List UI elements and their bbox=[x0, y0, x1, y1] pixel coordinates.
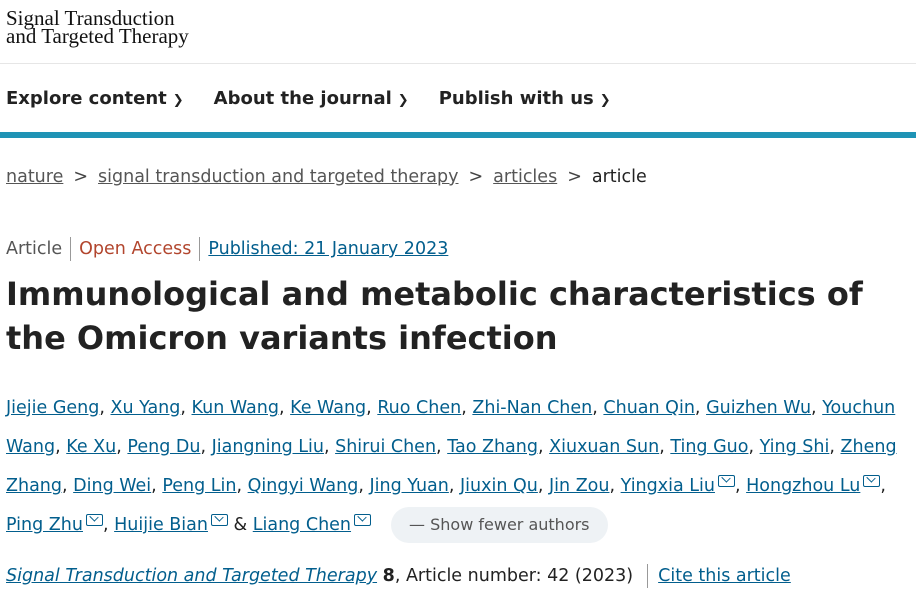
nav-label: Publish with us bbox=[438, 88, 594, 109]
author-link[interactable]: Huijie Bian bbox=[114, 515, 208, 535]
breadcrumb-articles[interactable]: articles bbox=[493, 167, 558, 187]
nav-label: Explore content bbox=[6, 88, 167, 109]
author-link[interactable]: Guizhen Wu bbox=[706, 398, 812, 418]
nav-about-journal[interactable]: About the journal ❯ bbox=[214, 88, 409, 109]
chevron-down-icon: ❯ bbox=[172, 93, 184, 108]
author-link[interactable]: Xu Yang bbox=[110, 398, 181, 418]
cite-this-article-link[interactable]: Cite this article bbox=[658, 566, 791, 586]
author-link[interactable]: Ding Wei bbox=[73, 476, 152, 496]
published-date-link[interactable]: Published: 21 January 2023 bbox=[208, 239, 449, 259]
author-link[interactable]: Peng Du bbox=[127, 437, 201, 457]
journal-link[interactable]: Signal Transduction and Targeted Therapy bbox=[6, 566, 378, 586]
header-divider bbox=[0, 63, 916, 64]
divider bbox=[70, 237, 72, 261]
divider bbox=[199, 237, 201, 261]
article-type: Article bbox=[6, 239, 63, 259]
author-link[interactable]: Ying Shi bbox=[759, 437, 830, 457]
author-link[interactable]: Ruo Chen bbox=[377, 398, 462, 418]
author-link[interactable]: Youchun Wang bbox=[6, 398, 896, 457]
chevron-right-icon: > bbox=[567, 167, 582, 187]
email-icon[interactable] bbox=[863, 475, 881, 487]
article-number: , Article number: 42 (2023) bbox=[394, 566, 634, 586]
nav-explore-content[interactable]: Explore content ❯ bbox=[6, 88, 184, 109]
author-link[interactable]: Zhi-Nan Chen bbox=[472, 398, 593, 418]
citation-line: Signal Transduction and Targeted Therapy… bbox=[6, 564, 791, 588]
author-link[interactable]: Yingxia Liu bbox=[620, 476, 715, 496]
author-link[interactable]: Ke Wang bbox=[290, 398, 367, 418]
author-link[interactable]: Jin Zou bbox=[549, 476, 610, 496]
author-link[interactable]: Ting Guo bbox=[670, 437, 749, 457]
open-access-badge: Open Access bbox=[79, 239, 192, 259]
author-link[interactable]: Jiejie Geng bbox=[6, 398, 100, 418]
article-title: Immunological and metabolic characterist… bbox=[6, 275, 863, 357]
author-link[interactable]: Ping Zhu bbox=[6, 515, 83, 535]
logo-line-2: and Targeted Therapy bbox=[6, 24, 189, 48]
author-link[interactable]: Kun Wang bbox=[191, 398, 279, 418]
breadcrumb-current: article bbox=[591, 167, 647, 187]
chevron-down-icon: ❯ bbox=[397, 93, 409, 108]
author-link[interactable]: Jiangning Liu bbox=[211, 437, 324, 457]
accent-bar bbox=[0, 132, 916, 138]
volume: 8 bbox=[382, 566, 395, 586]
chevron-right-icon: > bbox=[468, 167, 484, 187]
author-link[interactable]: Liang Chen bbox=[252, 515, 352, 535]
author-list: Jiejie Geng, Xu Yang, Kun Wang, Ke Wang,… bbox=[6, 389, 914, 545]
author-link[interactable]: Chuan Qin bbox=[603, 398, 695, 418]
nav-label: About the journal bbox=[213, 88, 392, 109]
breadcrumb-journal[interactable]: signal transduction and targeted therapy bbox=[98, 167, 459, 187]
author-link[interactable]: Qingyi Wang bbox=[247, 476, 359, 496]
author-link[interactable]: Tao Zhang bbox=[447, 437, 538, 457]
author-link[interactable]: Shirui Chen bbox=[335, 437, 437, 457]
divider bbox=[647, 564, 649, 588]
logo-line-1: Signal Transduction bbox=[6, 6, 175, 30]
author-link[interactable]: Peng Lin bbox=[162, 476, 237, 496]
author-link[interactable]: Xiuxuan Sun bbox=[549, 437, 660, 457]
show-fewer-label: Show fewer authors bbox=[430, 515, 590, 534]
chevron-down-icon: ❯ bbox=[599, 93, 611, 108]
author-link[interactable]: Ke Xu bbox=[66, 437, 117, 457]
author-link[interactable]: Jing Yuan bbox=[369, 476, 449, 496]
nav-publish[interactable]: Publish with us ❯ bbox=[439, 88, 611, 109]
email-icon[interactable] bbox=[717, 475, 735, 487]
breadcrumb: nature > signal transduction and targeted … bbox=[6, 167, 647, 187]
email-icon[interactable] bbox=[354, 514, 372, 526]
author-link[interactable]: Hongzhou Lu bbox=[746, 476, 861, 496]
breadcrumb-nature[interactable]: nature bbox=[6, 167, 64, 187]
chevron-right-icon: > bbox=[73, 167, 89, 187]
main-nav: Explore content ❯ About the journal ❯ Publ… bbox=[6, 88, 611, 109]
show-fewer-authors-button[interactable]: — Show fewer authors bbox=[391, 507, 608, 543]
journal-logo[interactable]: Signal Transduction and Targeted Therapy bbox=[6, 6, 189, 48]
email-icon[interactable] bbox=[85, 514, 103, 526]
author-link[interactable]: Jiuxin Qu bbox=[460, 476, 538, 496]
email-icon[interactable] bbox=[210, 514, 228, 526]
author-link[interactable]: Zheng Zhang bbox=[6, 437, 897, 496]
article-meta: Article Open Access Published: 21 January … bbox=[6, 237, 448, 261]
minus-icon: — bbox=[409, 515, 431, 534]
